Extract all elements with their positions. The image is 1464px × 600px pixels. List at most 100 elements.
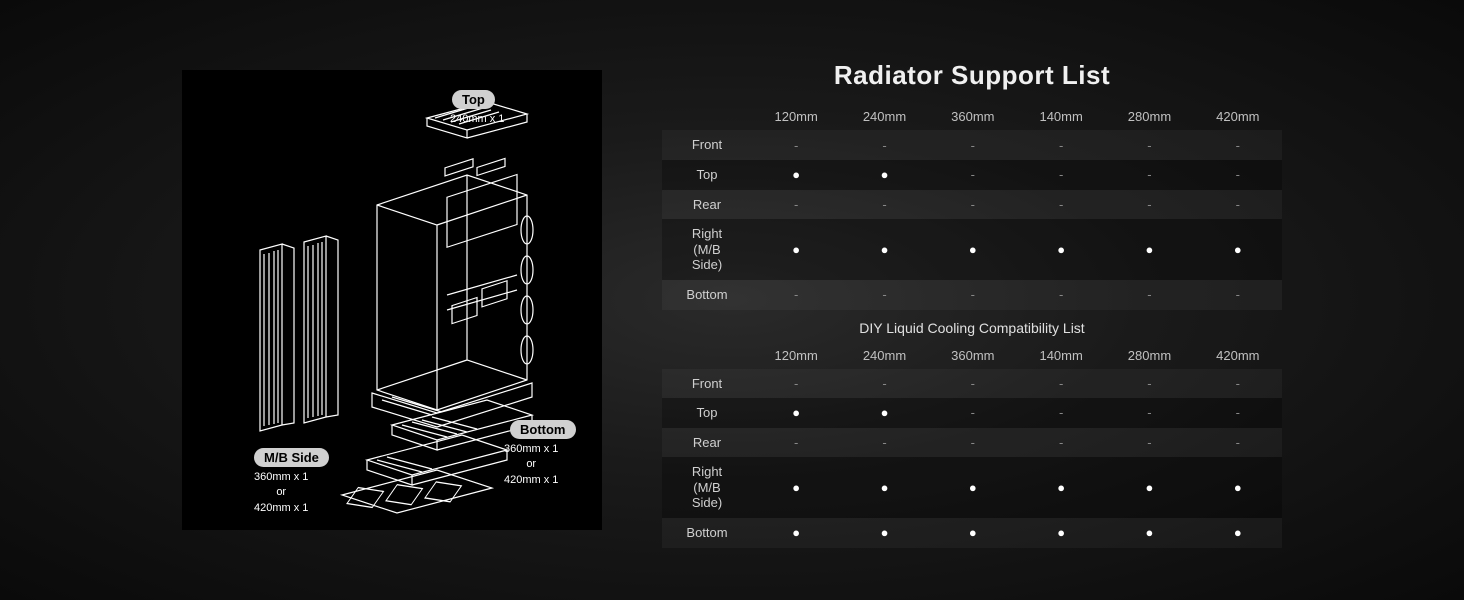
row-label: Front — [662, 130, 752, 160]
cell: - — [840, 130, 928, 160]
row-label: Rear — [662, 428, 752, 458]
label-top-sub: 240mm x 1 — [450, 112, 504, 127]
table-row: Top●●---- — [662, 398, 1282, 428]
cell: - — [1017, 428, 1105, 458]
label-mbside-sub: 360mm x 1 or 420mm x 1 — [254, 470, 308, 516]
table-row: Rear------ — [662, 190, 1282, 220]
cell: ● — [840, 457, 928, 518]
cell: ● — [1017, 518, 1105, 548]
cell: - — [1105, 190, 1193, 220]
cell: - — [1017, 280, 1105, 310]
cell: ● — [1105, 457, 1193, 518]
cell: - — [1194, 398, 1282, 428]
cell: ● — [752, 457, 840, 518]
cell: - — [752, 190, 840, 220]
table-row: Right(M/BSide)●●●●●● — [662, 457, 1282, 518]
cell: - — [929, 398, 1017, 428]
tables-panel: Radiator Support List 120mm240mm360mm140… — [662, 52, 1282, 547]
cell: ● — [752, 160, 840, 190]
col-header: 360mm — [929, 103, 1017, 130]
cell: - — [752, 369, 840, 399]
cell: ● — [929, 518, 1017, 548]
cell: - — [1194, 190, 1282, 220]
radiator-support-title: Radiator Support List — [662, 52, 1282, 103]
col-header: 360mm — [929, 342, 1017, 369]
cell: ● — [752, 518, 840, 548]
row-label: Top — [662, 160, 752, 190]
table-row: Bottom------ — [662, 280, 1282, 310]
cell: ● — [1017, 219, 1105, 280]
col-header: 240mm — [840, 342, 928, 369]
cell: - — [1017, 398, 1105, 428]
row-label: Right(M/BSide) — [662, 219, 752, 280]
cell: - — [840, 280, 928, 310]
cell: ● — [1194, 518, 1282, 548]
diy-subtitle: DIY Liquid Cooling Compatibility List — [662, 310, 1282, 342]
col-header: 140mm — [1017, 103, 1105, 130]
cell: - — [1194, 280, 1282, 310]
table-row: Front------ — [662, 369, 1282, 399]
cell: - — [929, 160, 1017, 190]
cell: - — [1017, 160, 1105, 190]
row-label: Front — [662, 369, 752, 399]
row-label: Bottom — [662, 280, 752, 310]
cell: ● — [1105, 518, 1193, 548]
cell: ● — [752, 219, 840, 280]
label-mbside-pill: M/B Side — [254, 448, 329, 467]
cell: - — [1194, 369, 1282, 399]
cell: - — [752, 280, 840, 310]
cell: ● — [929, 457, 1017, 518]
cell: ● — [929, 219, 1017, 280]
radiator-support-table: 120mm240mm360mm140mm280mm420mm Front----… — [662, 103, 1282, 309]
diy-compat-table: 120mm240mm360mm140mm280mm420mm Front----… — [662, 342, 1282, 548]
cell: - — [752, 130, 840, 160]
col-header: 420mm — [1194, 342, 1282, 369]
cell: - — [1105, 130, 1193, 160]
label-top-pill: Top — [452, 90, 495, 109]
cell: ● — [752, 398, 840, 428]
row-label: Rear — [662, 190, 752, 220]
col-header: 240mm — [840, 103, 928, 130]
col-header: 420mm — [1194, 103, 1282, 130]
table-row: Bottom●●●●●● — [662, 518, 1282, 548]
row-label: Top — [662, 398, 752, 428]
cell: - — [1194, 130, 1282, 160]
table-row: Top●●---- — [662, 160, 1282, 190]
cell: - — [1194, 428, 1282, 458]
cell: ● — [840, 398, 928, 428]
cell: - — [1105, 428, 1193, 458]
col-header: 140mm — [1017, 342, 1105, 369]
row-label: Bottom — [662, 518, 752, 548]
cell: - — [1105, 280, 1193, 310]
cell: ● — [1017, 457, 1105, 518]
cell: - — [1017, 190, 1105, 220]
row-label: Right(M/BSide) — [662, 457, 752, 518]
exploded-diagram: Top 240mm x 1 M/B Side 360mm x 1 or 420m… — [182, 70, 602, 530]
col-header: 280mm — [1105, 342, 1193, 369]
table-row: Front------ — [662, 130, 1282, 160]
cell: - — [752, 428, 840, 458]
cell: - — [1105, 398, 1193, 428]
cell: - — [929, 428, 1017, 458]
cell: - — [929, 130, 1017, 160]
cell: - — [929, 190, 1017, 220]
cell: ● — [1194, 219, 1282, 280]
table-row: Rear------ — [662, 428, 1282, 458]
cell: - — [1194, 160, 1282, 190]
cell: - — [840, 190, 928, 220]
cell: - — [929, 369, 1017, 399]
cell: - — [840, 428, 928, 458]
label-bottom-sub: 360mm x 1 or 420mm x 1 — [504, 442, 558, 488]
col-header: 280mm — [1105, 103, 1193, 130]
cell: ● — [840, 518, 928, 548]
cell: ● — [840, 160, 928, 190]
cell: ● — [1105, 219, 1193, 280]
label-bottom-pill: Bottom — [510, 420, 576, 439]
cell: - — [1017, 369, 1105, 399]
cell: ● — [1194, 457, 1282, 518]
cell: - — [1105, 369, 1193, 399]
cell: - — [1105, 160, 1193, 190]
cell: - — [840, 369, 928, 399]
table-row: Right(M/BSide)●●●●●● — [662, 219, 1282, 280]
cell: ● — [840, 219, 928, 280]
